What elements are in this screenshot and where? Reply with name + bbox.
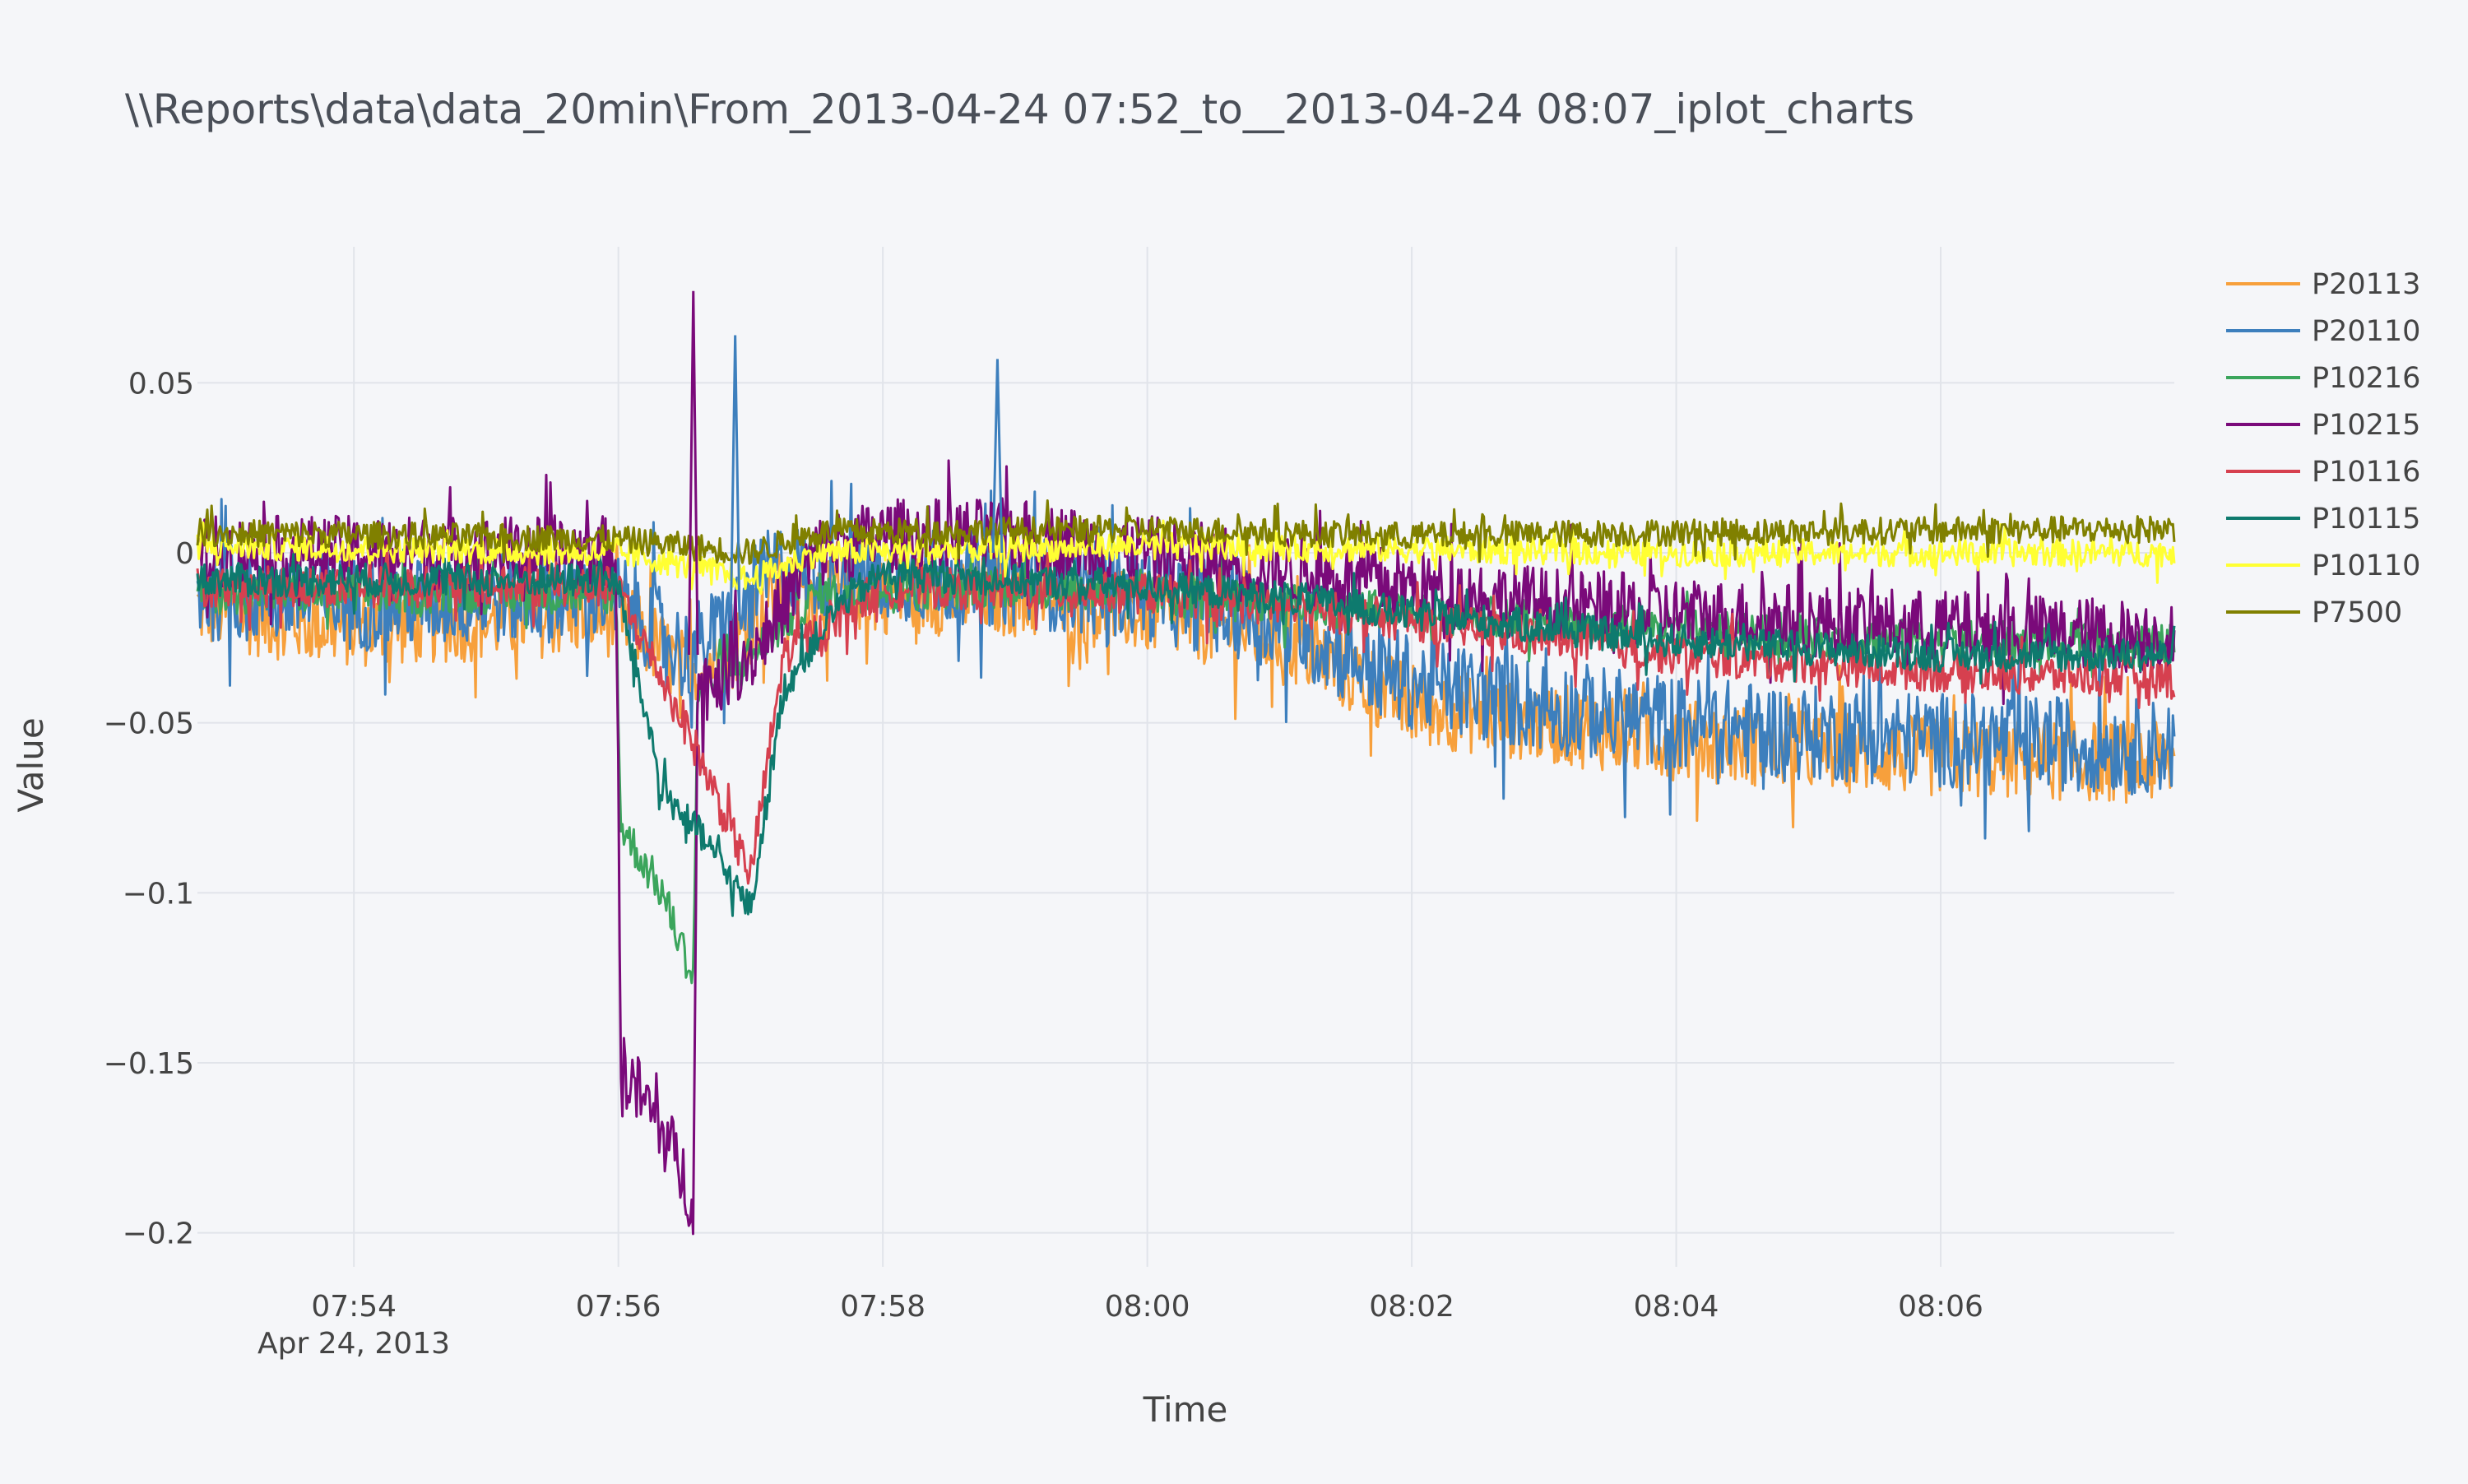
legend-item[interactable]: P10215	[2226, 409, 2420, 442]
legend-label: P20110	[2312, 315, 2420, 348]
y-tick-label: −0.15	[104, 1047, 194, 1081]
series-layer	[196, 290, 2176, 1236]
x-axis-ticks: 07:54 07:56 07:58 08:00 08:02 08:04 08:06	[311, 1290, 1983, 1324]
legend-label: P7500	[2312, 596, 2402, 629]
series-spike-P10215	[687, 290, 699, 656]
legend-item[interactable]: P20110	[2226, 315, 2420, 348]
x-tick-label: 08:00	[1105, 1290, 1190, 1324]
chart-title: \\Reports\data\data_20min\From_2013-04-2…	[125, 86, 1914, 133]
y-tick-label: −0.2	[123, 1217, 194, 1251]
x-tick-label: 08:04	[1634, 1290, 1719, 1324]
legend-label: P10116	[2312, 456, 2420, 489]
legend-label: P10216	[2312, 362, 2420, 395]
legend: P20113 P20110 P10216 P10215 P10116 P10115 P101…	[2226, 268, 2420, 629]
series-line-P10110	[196, 519, 2176, 596]
legend-item[interactable]: P10216	[2226, 362, 2420, 395]
y-tick-label: −0.1	[123, 877, 194, 911]
legend-label: P10215	[2312, 409, 2420, 442]
x-tick-label: 08:02	[1369, 1290, 1454, 1324]
y-tick-label: −0.05	[104, 707, 194, 741]
series-spike-P20110	[729, 335, 741, 621]
x-axis-date-label: Apr 24, 2013	[257, 1327, 450, 1361]
series-line-P10115	[196, 545, 2176, 917]
x-axis-title: Time	[1143, 1389, 1228, 1430]
y-tick-label: 0.05	[128, 367, 194, 401]
x-tick-label: 07:58	[840, 1290, 926, 1324]
legend-item[interactable]: P10116	[2226, 456, 2420, 489]
legend-item[interactable]: P7500	[2226, 596, 2402, 629]
series-spike-P20110	[991, 359, 1004, 554]
y-tick-label: 0	[175, 537, 194, 571]
legend-label: P10110	[2312, 550, 2420, 582]
x-tick-label: 08:06	[1898, 1290, 1983, 1324]
y-axis-title: Value	[11, 717, 51, 812]
y-axis-ticks: 0.05 0 −0.05 −0.1 −0.15 −0.2	[104, 367, 194, 1250]
legend-label: P10115	[2312, 503, 2420, 536]
legend-item[interactable]: P10115	[2226, 503, 2420, 536]
x-tick-label: 07:54	[311, 1290, 397, 1324]
series-line-P7500	[196, 499, 2176, 565]
legend-item[interactable]: P20113	[2226, 268, 2420, 301]
legend-item[interactable]: P10110	[2226, 550, 2420, 582]
legend-label: P20113	[2312, 268, 2420, 301]
x-tick-label: 07:56	[576, 1290, 661, 1324]
